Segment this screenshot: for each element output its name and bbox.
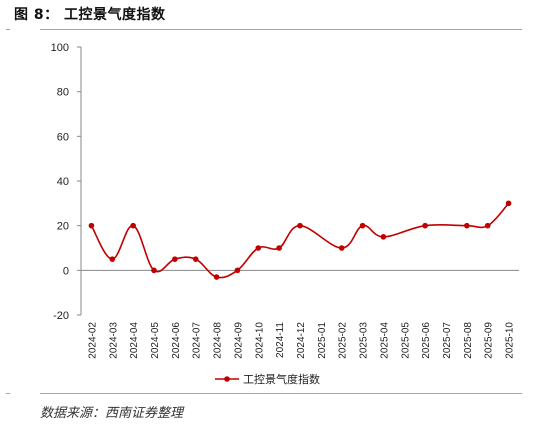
top-rule [40,29,522,30]
data-point [338,245,345,251]
x-tick-label: 2025-06 [421,322,432,359]
x-tick-label: 2025-08 [463,322,474,359]
y-tick-label: 20 [57,221,69,233]
data-point [255,245,262,251]
bottom-rule [40,393,522,394]
data-point [359,222,366,229]
x-tick-label: 2025-03 [359,322,370,359]
x-tick-label: 2024-12 [296,322,307,359]
data-point [88,222,95,229]
x-tick-label: 2024-11 [275,322,286,358]
x-tick-label: 2025-01 [317,322,328,359]
x-tick-label: 2025-05 [400,322,411,359]
figure-title: 图 8： 工控景气度指数 [14,7,166,23]
source-note: 数据来源：西南证券整理 [40,406,184,421]
data-point [130,222,136,229]
y-tick-label: 80 [57,87,69,99]
data-point [422,222,428,229]
x-tick-label: 2024-08 [213,322,224,359]
data-point [192,256,199,262]
x-tick-label: 2024-03 [108,322,119,359]
x-tick-label: 2025-04 [379,322,390,359]
x-tick-label: 2024-10 [254,322,265,359]
y-tick-label: 100 [51,42,69,54]
x-tick-label: 2025-09 [484,322,495,359]
data-point [505,200,512,207]
x-tick-label: 2024-02 [87,322,98,359]
data-point [464,222,470,229]
x-tick-label: 2024-05 [150,322,161,359]
x-tick-label: 2025-02 [338,322,349,359]
y-tick-label: 60 [57,131,69,143]
data-point [234,267,241,274]
x-tick-label: 2025-10 [505,322,516,359]
y-tick-label: 0 [63,265,69,277]
data-point [297,222,303,229]
x-tick-label: 2025-07 [442,322,453,359]
data-point [276,245,282,251]
x-tick-label: 2024-04 [129,322,140,359]
data-point [109,256,116,262]
bottom-corner-mark [6,393,10,394]
data-point [151,267,157,274]
x-tick-label: 2024-09 [233,322,244,359]
y-tick-label: 40 [57,176,69,188]
legend-label: 工控景气度指数 [243,372,320,386]
data-point [172,256,178,262]
data-point [380,234,387,240]
top-corner-mark [6,29,10,30]
x-tick-label: 2024-07 [192,322,203,359]
legend-marker [224,376,230,382]
x-tick-label: 2024-06 [171,322,182,359]
series-line [90,202,510,279]
data-point [484,222,491,229]
data-point [213,274,220,280]
y-tick-label: -20 [53,310,69,322]
